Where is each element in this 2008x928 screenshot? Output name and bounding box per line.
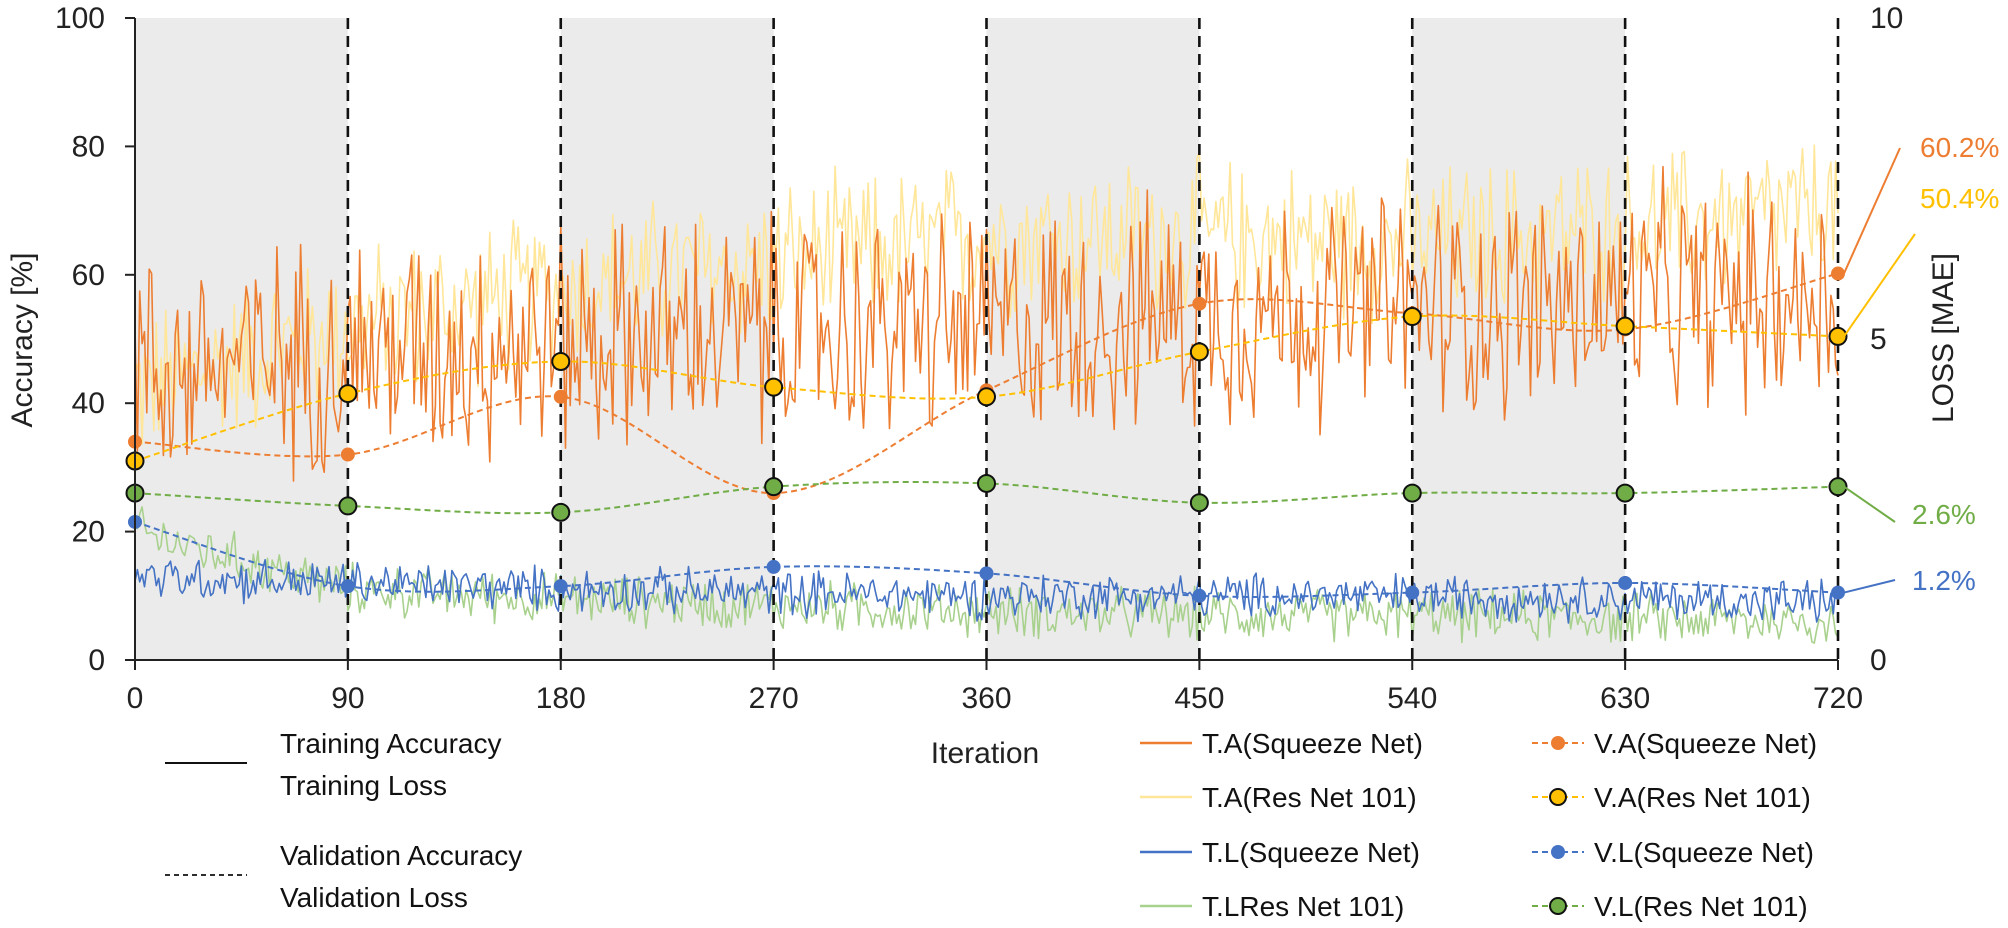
legend-label-v-l-res-net-101: V.L(Res Net 101) <box>1594 891 1808 922</box>
point-v-l-squeeze-net-180 <box>553 579 568 594</box>
point-v-l-squeeze-net-540 <box>1405 585 1420 600</box>
point-v-a-res-net-101-270 <box>764 377 784 397</box>
legend-label-v-l-squeeze-net: V.L(Squeeze Net) <box>1594 837 1814 868</box>
left-y-tick-label-60: 60 <box>72 259 105 292</box>
point-v-a-res-net-101-90 <box>338 384 358 404</box>
x-tick-label-0: 0 <box>127 682 144 715</box>
point-v-a-res-net-101-360 <box>977 387 996 407</box>
x-tick-label-450: 450 <box>1174 682 1224 715</box>
legend-label-t-a-res-net-101: T.A(Res Net 101) <box>1202 782 1417 813</box>
x-tick-label-360: 360 <box>961 682 1011 715</box>
point-v-l-res-net-101-540 <box>1402 483 1422 503</box>
left-y-axis-label: Accuracy [%] <box>6 252 39 427</box>
point-v-l-res-net-101-630 <box>1615 483 1635 503</box>
right-y-tick-label-0: 0 <box>1870 644 1887 677</box>
x-tick-label-540: 540 <box>1387 682 1437 715</box>
point-v-l-res-net-101-360 <box>977 473 996 493</box>
leader-line-v-a-res-net-101 <box>1843 233 1916 338</box>
legend-label-v-a-res-net-101: V.A(Res Net 101) <box>1594 782 1811 813</box>
legend: T.A(Squeeze Net) V.A(Squeeze Net) T.A(Res … <box>1140 728 1817 922</box>
point-v-a-squeeze-net-450 <box>1192 296 1207 311</box>
end-label-v-a-res-net-101: 50.4% <box>1920 183 1999 214</box>
left-y-tick-label-80: 80 <box>72 130 105 163</box>
legend-label-v-a-squeeze-net: V.A(Squeeze Net) <box>1594 728 1817 759</box>
legend-line-style: Training Accuracy Training Loss Validati… <box>165 728 522 913</box>
right-y-tick-label-5: 5 <box>1870 323 1887 356</box>
legend-training-loss-label: Training Loss <box>280 770 447 801</box>
validation-series <box>125 266 1848 603</box>
point-v-l-squeeze-net-90 <box>340 579 355 594</box>
x-tick-label-630: 630 <box>1600 682 1650 715</box>
point-v-a-res-net-101-180 <box>551 351 571 371</box>
series-v-a-res-net-101 <box>134 314 1839 462</box>
end-label-v-l-res-net-101: 2.6% <box>1912 499 1976 530</box>
x-tick-label-720: 720 <box>1813 682 1863 715</box>
legend-marker-v-l-squeeze-net <box>1551 845 1565 859</box>
leader-line-v-a-squeeze-net <box>1843 147 1901 274</box>
right-y-tick-label-10: 10 <box>1870 2 1903 35</box>
end-annotations: 60.2% 50.4% 2.6% 1.2% <box>1843 132 1999 596</box>
left-y-tick-label-0: 0 <box>88 644 105 677</box>
leader-line-v-l-squeeze-net <box>1843 579 1896 594</box>
point-v-a-res-net-101-720 <box>1828 326 1848 346</box>
point-v-l-squeeze-net-630 <box>1618 575 1633 590</box>
x-axis-label: Iteration <box>931 737 1039 770</box>
point-v-l-res-net-101-450 <box>1189 493 1209 513</box>
point-v-a-res-net-101-540 <box>1402 307 1422 327</box>
left-y-tick-label-40: 40 <box>72 387 105 420</box>
right-y-axis-label: LOSS [MAE] <box>1927 253 1960 423</box>
left-y-tick-label-20: 20 <box>72 516 105 549</box>
point-v-a-squeeze-net-180 <box>553 389 568 404</box>
legend-marker-v-a-squeeze-net <box>1551 736 1565 750</box>
point-v-a-squeeze-net-720 <box>1831 266 1845 281</box>
legend-validation-accuracy-label: Validation Accuracy <box>280 840 522 871</box>
point-v-l-squeeze-net-450 <box>1192 588 1207 603</box>
legend-label-t-a-squeeze-net: T.A(Squeeze Net) <box>1202 728 1423 759</box>
point-v-a-res-net-101-630 <box>1615 316 1635 336</box>
x-tick-label-270: 270 <box>749 682 799 715</box>
point-v-l-squeeze-net-720 <box>1831 585 1845 600</box>
point-v-a-res-net-101-450 <box>1189 342 1209 362</box>
x-tick-label-90: 90 <box>331 682 364 715</box>
point-v-l-res-net-101-270 <box>764 477 784 497</box>
point-v-l-res-net-101-720 <box>1828 477 1848 497</box>
end-label-v-a-squeeze-net: 60.2% <box>1920 132 1999 163</box>
legend-validation-loss-label: Validation Loss <box>280 882 468 913</box>
end-label-v-l-squeeze-net: 1.2% <box>1912 565 1976 596</box>
legend-marker-v-a-res-net-101 <box>1549 788 1567 806</box>
left-y-tick-label-100: 100 <box>55 2 105 35</box>
series-t-a-squeeze-net <box>134 165 1839 482</box>
legend-label-t-l-squeeze-net: T.L(Squeeze Net) <box>1202 837 1420 868</box>
legend-marker-v-l-res-net-101 <box>1549 897 1567 915</box>
leader-line-v-l-res-net-101 <box>1843 485 1896 523</box>
point-v-l-squeeze-net-360 <box>979 566 994 581</box>
legend-training-accuracy-label: Training Accuracy <box>280 728 502 759</box>
point-v-l-res-net-101-180 <box>551 502 571 522</box>
x-tick-label-180: 180 <box>536 682 586 715</box>
legend-label-t-lres-net-101: T.LRes Net 101) <box>1202 891 1404 922</box>
point-v-l-squeeze-net-270 <box>766 559 781 574</box>
point-v-a-squeeze-net-90 <box>340 447 355 462</box>
point-v-l-res-net-101-90 <box>338 496 358 516</box>
